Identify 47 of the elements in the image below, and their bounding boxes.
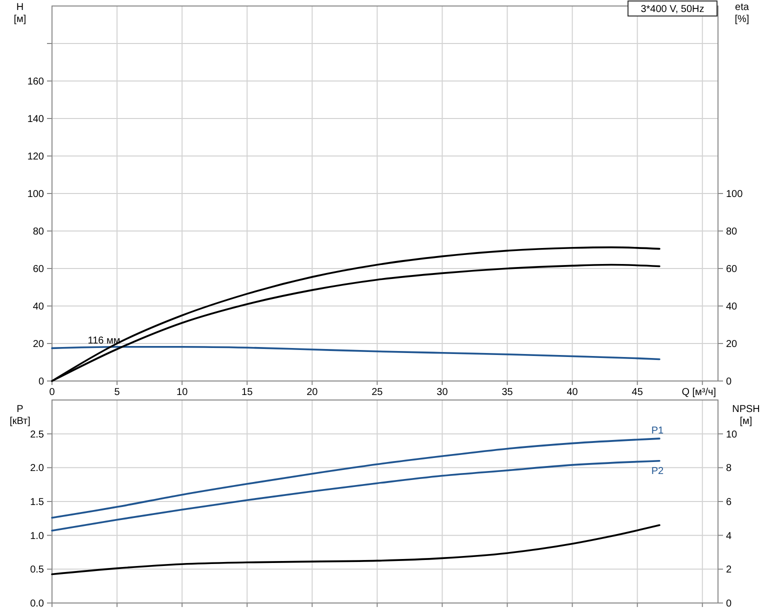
y2-tick-label: 0 <box>726 376 732 388</box>
x-tick-label: 30 <box>436 387 448 398</box>
y2-tick-label: 8 <box>726 463 732 474</box>
x-tick-label: 45 <box>632 387 644 398</box>
y2-tick-label: 0 <box>726 598 732 610</box>
x-axis-title: Q [м³/ч] <box>682 387 716 398</box>
y-tick-label: 0.5 <box>30 564 44 576</box>
y-tick-label: 60 <box>32 264 44 275</box>
y-tick-label: 1.0 <box>30 530 44 542</box>
y-tick-label: 80 <box>32 226 44 238</box>
y2-tick-label: 2 <box>726 564 732 576</box>
y2-tick-label: 80 <box>726 226 738 238</box>
x-tick-label: 35 <box>502 387 514 398</box>
x-tick-label: 40 <box>566 387 578 398</box>
y-tick-label: 0 <box>38 376 44 388</box>
y2-tick-label: 60 <box>726 264 738 275</box>
y2-axis-title: eta [%] <box>734 2 750 25</box>
y2-tick-label: 4 <box>726 530 732 542</box>
y-axis-title: H [м] <box>14 2 26 25</box>
series-label: P1 <box>651 426 664 437</box>
y-tick-label: 140 <box>27 114 44 125</box>
y-tick-label: 0.0 <box>30 598 44 610</box>
y-tick-label: 1.5 <box>30 497 44 508</box>
x-tick-label: 10 <box>176 387 188 398</box>
y2-tick-label: 6 <box>726 497 732 508</box>
y2-axis-title: NPSH [м] <box>732 404 760 427</box>
y-tick-label: 2.5 <box>30 429 44 440</box>
chart-title: 3*400 V, 50Hz <box>640 4 704 15</box>
y-tick-label: 2.0 <box>30 463 44 474</box>
x-tick-label: 25 <box>372 387 384 398</box>
y-tick-label: 100 <box>27 189 44 200</box>
x-tick-label: 5 <box>114 387 120 398</box>
x-tick-label: 15 <box>242 387 254 398</box>
series-label: P2 <box>651 466 664 477</box>
x-tick-label: 0 <box>49 387 56 398</box>
y-tick-label: 120 <box>27 152 44 162</box>
y-tick-label: 20 <box>32 339 44 350</box>
y-tick-label: 160 <box>27 76 44 88</box>
y2-tick-label: 40 <box>726 302 738 312</box>
line-series <box>51 524 660 576</box>
line-series <box>51 346 660 360</box>
y2-tick-label: 20 <box>726 339 738 350</box>
y-axis-title: P [кВт] <box>10 404 31 427</box>
y2-tick-label: 100 <box>726 189 744 200</box>
x-tick-label: 20 <box>306 387 318 398</box>
y2-tick-label: 10 <box>726 429 738 440</box>
y-tick-label: 40 <box>32 302 44 312</box>
